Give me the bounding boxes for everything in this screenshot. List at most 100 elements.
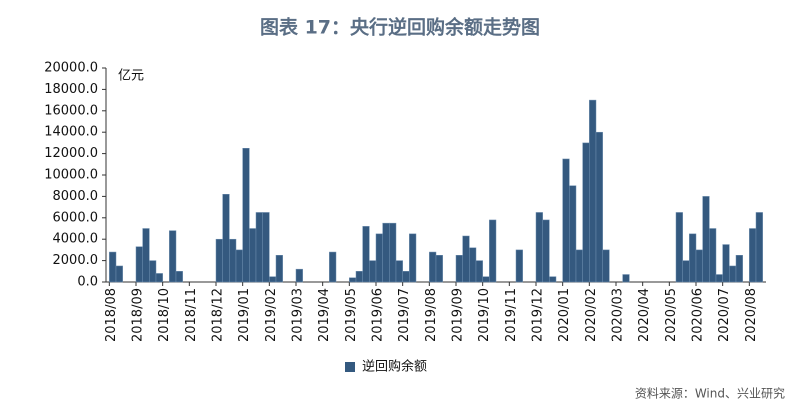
bar: [702, 196, 710, 283]
bar: [275, 255, 283, 283]
bar: [602, 249, 610, 283]
y-tick-label: 6000.0: [53, 210, 99, 225]
x-tick-label: 2019/05: [344, 288, 359, 342]
y-tick-label: 10000.0: [44, 168, 98, 183]
legend-label: 逆回购余额: [362, 359, 427, 375]
bar: [595, 131, 603, 283]
x-tick-label: 2019/08: [424, 288, 439, 342]
x-tick-label: 2018/10: [157, 288, 172, 342]
x-tick-label: 2018/09: [131, 288, 146, 342]
x-tick-label: 2019/06: [371, 288, 386, 342]
bar: [269, 276, 277, 283]
bar: [675, 212, 683, 283]
y-tick-label: 18000.0: [44, 82, 98, 97]
unit-label: 亿元: [118, 69, 144, 84]
x-tick-label: 2018/11: [184, 288, 199, 342]
bar: [175, 271, 183, 283]
bar: [755, 212, 763, 283]
x-tick-label: 2019/01: [237, 288, 252, 342]
x-tick-label: 2019/03: [291, 288, 306, 342]
bar: [535, 212, 543, 283]
bar: [435, 255, 443, 283]
bar: [135, 246, 143, 283]
bar: [229, 238, 237, 283]
bar: [115, 265, 123, 283]
x-tick-label: 2020/04: [637, 288, 652, 342]
bar: [169, 230, 177, 283]
bar: [402, 271, 410, 283]
bar: [215, 238, 223, 283]
bar: [562, 158, 570, 283]
bar: [149, 260, 157, 283]
x-tick-label: 2020/06: [691, 288, 706, 342]
x-tick-label: 2019/09: [451, 288, 466, 342]
bar: [355, 271, 363, 283]
bar: [749, 228, 757, 283]
bar: [429, 251, 437, 283]
bar: [462, 235, 470, 283]
x-tick-label: 2020/05: [664, 288, 679, 342]
x-tick-label: 2020/07: [717, 288, 732, 342]
bar: [715, 274, 723, 283]
x-tick-label: 2020/08: [744, 288, 759, 342]
y-tick-label: 0.0: [77, 275, 98, 290]
x-tick-label: 2019/02: [264, 288, 279, 342]
bar: [369, 260, 377, 283]
bar: [589, 99, 597, 283]
y-tick-label: 20000.0: [44, 61, 98, 76]
bar: [729, 265, 737, 283]
x-tick-label: 2019/11: [504, 288, 519, 342]
bar: [222, 194, 230, 283]
legend-swatch: [345, 362, 355, 372]
bar: [709, 228, 717, 283]
bar: [475, 260, 483, 283]
bar: [235, 249, 243, 283]
bar: [695, 249, 703, 283]
bar: [549, 276, 557, 283]
bar: [349, 277, 357, 283]
bar: [622, 274, 630, 283]
x-tick-label: 2019/12: [531, 288, 546, 342]
bar: [735, 255, 743, 283]
y-tick-label: 2000.0: [53, 253, 99, 268]
bar: [295, 268, 303, 283]
x-tick-label: 2019/07: [397, 288, 412, 342]
y-tick-label: 14000.0: [44, 125, 98, 140]
bar: [482, 276, 490, 283]
bar: [382, 222, 390, 283]
bar: [689, 233, 697, 283]
bar: [455, 255, 463, 283]
bar: [469, 247, 477, 283]
x-tick-label: 2019/04: [317, 288, 332, 342]
bar: [515, 249, 523, 283]
bar: [329, 251, 337, 283]
bar: [569, 185, 577, 283]
bar: [255, 212, 263, 283]
y-tick-label: 4000.0: [53, 232, 99, 247]
bar: [109, 251, 117, 283]
bar: [722, 244, 730, 283]
x-tick-label: 2018/12: [211, 288, 226, 342]
x-tick-label: 2020/02: [584, 288, 599, 342]
y-tick-label: 8000.0: [53, 189, 99, 204]
x-tick-label: 2018/08: [104, 288, 119, 342]
x-tick-label: 2020/03: [611, 288, 626, 342]
bar: [242, 148, 250, 283]
x-tick-label: 2019/10: [477, 288, 492, 342]
x-tick-label: 2020/01: [557, 288, 572, 342]
y-tick-label: 12000.0: [44, 146, 98, 161]
bar: [389, 222, 397, 283]
bar: [582, 142, 590, 283]
bar: [362, 226, 370, 283]
bar: [489, 219, 497, 283]
bar: [155, 273, 163, 283]
y-tick-label: 16000.0: [44, 103, 98, 118]
bar: [249, 228, 257, 283]
bar: [682, 260, 690, 283]
source: 资料来源：Wind、兴业研究: [635, 386, 785, 401]
bar: [409, 233, 417, 283]
bar: [395, 260, 403, 283]
bar: [375, 233, 383, 283]
chart-title: 图表 17：央行逆回购余额走势图: [260, 16, 540, 39]
